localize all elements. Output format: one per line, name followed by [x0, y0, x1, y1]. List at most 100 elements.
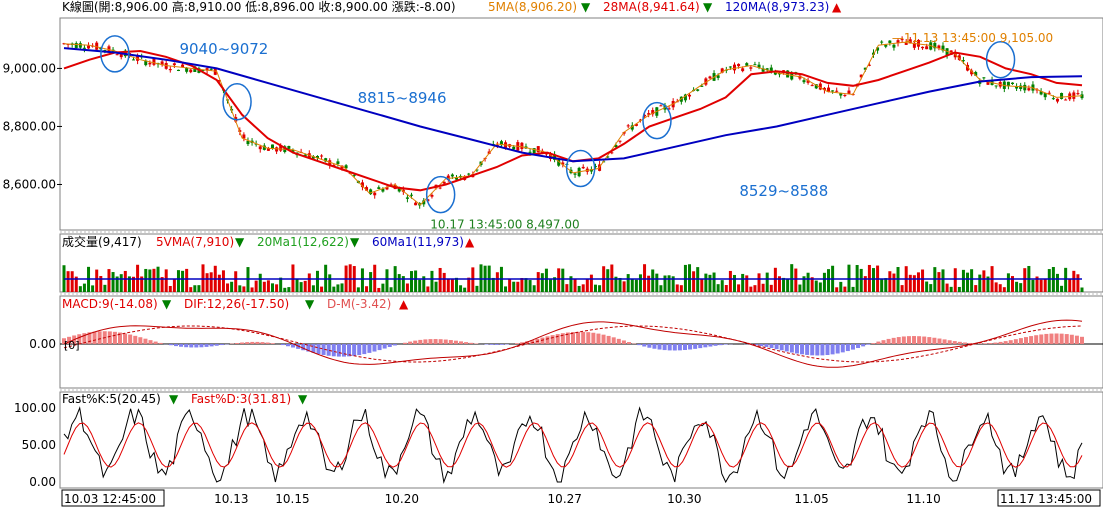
macd-histogram-bar: [545, 336, 550, 344]
volume-bar: [716, 284, 720, 292]
legend-entry: 60Ma1(11,973): [372, 235, 464, 249]
volume-bar: [814, 280, 818, 292]
macd-histogram-bar: [326, 344, 331, 356]
volume-bar: [303, 280, 307, 292]
macd-histogram-bar: [372, 344, 377, 352]
volume-bar: [1010, 276, 1014, 292]
volume-bar: [181, 270, 185, 292]
candle-body: [667, 108, 671, 110]
macd-histogram-bar: [845, 344, 850, 352]
volume-bar: [606, 269, 610, 292]
candle-body: [986, 80, 990, 85]
candle-body: [385, 186, 389, 190]
fast-k-line: [63, 406, 1083, 484]
macd-histogram-bar: [382, 344, 387, 349]
candle-body: [614, 145, 618, 148]
candle-body: [937, 45, 941, 49]
volume-bar: [577, 285, 581, 292]
candle-body: [974, 72, 978, 76]
candle-body: [450, 174, 454, 177]
volume-bar: [643, 264, 647, 292]
volume-bar: [728, 270, 732, 292]
candle-body: [344, 165, 348, 169]
macd-histogram-bar: [423, 339, 428, 344]
candle-body: [806, 80, 810, 83]
volume-bar: [737, 284, 741, 292]
macd-histogram-bar: [677, 344, 682, 351]
volume-bar: [152, 268, 156, 292]
macd-histogram-bar: [1034, 335, 1039, 344]
volume-bar: [986, 276, 990, 292]
macd-histogram-bar: [459, 341, 464, 344]
volume-bar: [1015, 281, 1019, 292]
volume-bar: [786, 278, 790, 292]
volume-bar: [295, 279, 299, 292]
candle-body: [1051, 98, 1055, 100]
macd-histogram-bar: [1029, 336, 1034, 344]
macd-histogram-bar: [1059, 333, 1064, 344]
macd-histogram-bar: [616, 338, 621, 344]
macd-histogram-bar: [805, 344, 810, 355]
volume-bar: [418, 279, 422, 292]
volume-bar: [929, 284, 933, 292]
volume-bar: [205, 273, 209, 292]
candle-body: [414, 202, 418, 206]
macd-histogram-bar: [922, 336, 927, 344]
macd-histogram-bar: [377, 344, 382, 351]
circle-8529-8588: [425, 175, 456, 214]
macd-histogram-bar: [92, 331, 97, 344]
macd-histogram-bar: [810, 344, 815, 356]
volume-bar: [544, 268, 548, 292]
candle-body: [966, 64, 970, 71]
volume-bar: [348, 264, 352, 292]
candle-body: [581, 166, 585, 169]
candle-body: [757, 64, 761, 68]
volume-bar: [765, 272, 769, 292]
legend-entry: 5VMA(7,910): [156, 235, 234, 249]
volume-bar: [189, 287, 193, 292]
macd-histogram-bar: [403, 342, 408, 344]
volume-bar: [810, 277, 814, 292]
volume-bar: [356, 287, 360, 292]
arrow-down-icon: ▼: [305, 297, 315, 311]
macd-histogram-bar: [250, 341, 255, 344]
candle-body: [340, 165, 344, 169]
macd-histogram-bar: [280, 344, 285, 346]
volume-bar: [753, 285, 757, 292]
candle-body: [82, 47, 86, 49]
volume-bar: [761, 283, 765, 292]
candle-body: [892, 44, 896, 48]
volume-bar: [172, 279, 176, 292]
macd-histogram-bar: [723, 344, 728, 345]
macd-histogram-bar: [708, 344, 713, 347]
volume-bar: [724, 285, 728, 292]
price-legend: 5MA(8,906.20) ▼ 28MA(8,941.64) ▼ 120MA(8,973…: [488, 0, 842, 14]
volume-bar: [794, 268, 798, 292]
annotation-label: 8815~8946: [358, 89, 447, 107]
volume-bar: [238, 285, 242, 292]
volume-bar: [622, 281, 626, 292]
macd-histogram-bar: [993, 342, 998, 344]
candle-body: [638, 119, 642, 121]
candle-body: [994, 85, 998, 87]
macd-histogram-bar: [917, 336, 922, 344]
volume-bar: [839, 281, 843, 292]
volume-bar: [463, 287, 467, 292]
macd-histogram-bar: [428, 339, 433, 344]
legend-entry: 5MA(8,906.20): [488, 0, 577, 14]
macd-histogram-bar: [672, 344, 677, 351]
macd-histogram-bar: [932, 337, 937, 344]
macd-histogram-bar: [688, 344, 693, 350]
macd-histogram-bar: [204, 344, 209, 347]
volume-bar: [287, 287, 291, 292]
kd-panel-frame: [59, 391, 1103, 489]
volume-bar: [70, 271, 74, 292]
candle-body: [438, 187, 442, 189]
legend-entry: Fast%K:5(20.45): [62, 392, 161, 406]
volume-bar: [1080, 287, 1084, 292]
macd-histogram-bar: [586, 332, 591, 344]
volume-bar: [871, 268, 875, 292]
macd-histogram-bar: [657, 344, 662, 350]
volume-bar: [140, 276, 144, 292]
candle-body: [1043, 93, 1047, 98]
